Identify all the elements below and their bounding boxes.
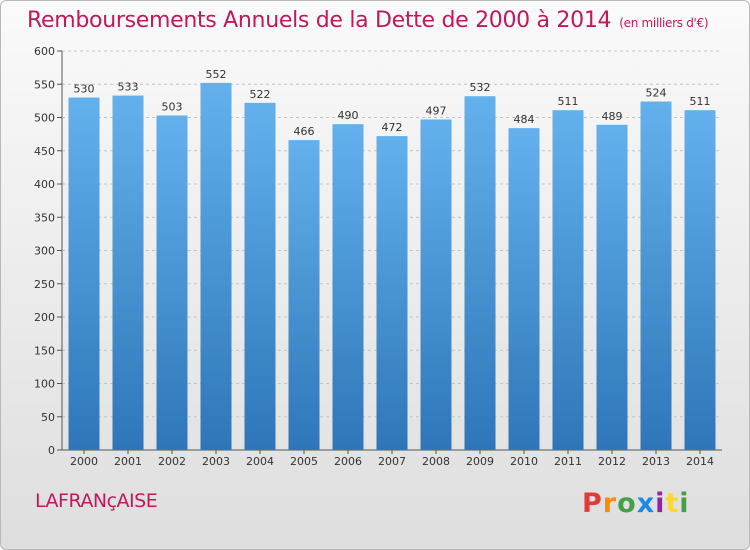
bars <box>68 82 716 451</box>
logo-letter: r <box>602 488 618 519</box>
y-tick-label: 350 <box>34 211 55 224</box>
y-tick-label: 400 <box>34 178 55 191</box>
value-label-2005: 466 <box>294 125 315 138</box>
x-tick-label-2008: 2008 <box>422 455 450 468</box>
bar-2010 <box>508 128 540 450</box>
bar-2003 <box>200 82 232 451</box>
y-tick-label: 300 <box>34 245 55 258</box>
value-labels: 530 533 503 552 522 466 490 472 497 532 484 511 489 5… <box>74 68 711 138</box>
chart-title-text: Remboursements Annuels de la Dette de 20… <box>27 8 612 33</box>
y-tick-label: 0 <box>48 444 55 457</box>
y-tick-label: 200 <box>34 311 55 324</box>
logo-letter: P <box>582 488 603 519</box>
bar-2013 <box>640 101 672 450</box>
value-label-2014: 511 <box>690 95 711 108</box>
bar-2000 <box>68 97 100 451</box>
value-label-2010: 484 <box>514 113 535 126</box>
chart-title: Remboursements Annuels de la Dette de 20… <box>27 8 709 33</box>
x-tick-label-2011: 2011 <box>554 455 582 468</box>
value-label-2003: 552 <box>206 68 227 81</box>
bar-2005 <box>288 140 320 451</box>
x-tick-label-2009: 2009 <box>466 455 494 468</box>
bar-2009 <box>464 96 496 450</box>
x-tick-label-2005: 2005 <box>290 455 318 468</box>
value-label-2012: 489 <box>602 110 623 123</box>
y-tick-label: 550 <box>34 78 55 91</box>
value-label-2008: 497 <box>426 104 447 117</box>
bar-2001 <box>112 95 144 451</box>
x-tick-label-2014: 2014 <box>686 455 714 468</box>
x-tick-labels: 2000 2001 2002 2003 2004 2005 2006 2007 2008 2009… <box>70 455 714 468</box>
commune-name: LAFRANçAISE <box>35 490 158 512</box>
y-tick-label: 500 <box>34 112 55 125</box>
bar-2014 <box>684 110 716 450</box>
chart-subtitle: (en milliers d'€) <box>619 16 709 30</box>
value-label-2001: 533 <box>118 81 139 94</box>
logo-letter: i <box>679 488 690 519</box>
x-tick-label-2012: 2012 <box>598 455 626 468</box>
x-tick-label-2010: 2010 <box>510 455 538 468</box>
value-label-2013: 524 <box>646 87 667 100</box>
x-tick-label-2003: 2003 <box>202 455 230 468</box>
logo-letter: t <box>665 488 680 519</box>
bar-2011 <box>552 110 584 450</box>
y-tick-label: 450 <box>34 145 55 158</box>
bar-2006 <box>332 124 364 451</box>
value-label-2002: 503 <box>162 101 183 114</box>
y-tick-label: 600 <box>34 45 55 58</box>
bar-2002 <box>156 115 188 450</box>
value-label-2011: 511 <box>558 95 579 108</box>
value-label-2000: 530 <box>74 83 95 96</box>
x-tick-label-2006: 2006 <box>334 455 362 468</box>
logo-letter: i <box>655 488 666 519</box>
x-tick-label-2007: 2007 <box>378 455 406 468</box>
logo-letter: x <box>636 488 656 519</box>
y-tick-label: 100 <box>34 378 55 391</box>
bar-2004 <box>244 102 276 451</box>
bar-2012 <box>596 124 628 450</box>
x-tick-label-2000: 2000 <box>70 455 98 468</box>
x-tick-label-2013: 2013 <box>642 455 670 468</box>
value-label-2007: 472 <box>382 121 403 134</box>
proxiti-logo: Proxiti <box>582 488 690 519</box>
y-tick-label: 50 <box>41 411 55 424</box>
x-tick-label-2001: 2001 <box>114 455 142 468</box>
y-tick-label: 150 <box>34 344 55 357</box>
logo-letter: o <box>617 488 637 519</box>
value-label-2004: 522 <box>250 88 271 101</box>
value-label-2009: 532 <box>470 81 491 94</box>
x-tick-label-2004: 2004 <box>246 455 274 468</box>
y-tick-labels: 0 50 100 150 200 250 300 350 400 450 500 550 600 <box>34 45 55 457</box>
x-tick-label-2002: 2002 <box>158 455 186 468</box>
bar-2007 <box>376 136 408 450</box>
bar-2008 <box>420 119 452 451</box>
y-tick-label: 250 <box>34 278 55 291</box>
value-label-2006: 490 <box>338 109 359 122</box>
